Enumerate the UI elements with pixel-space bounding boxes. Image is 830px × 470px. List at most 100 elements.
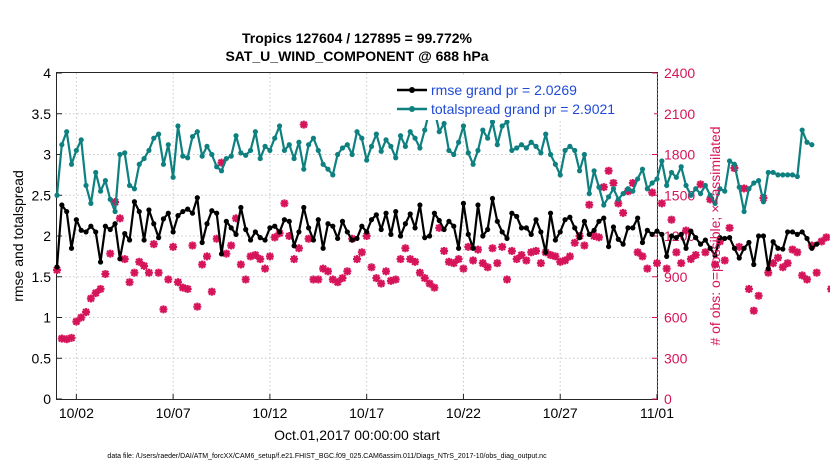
spread-point [296,139,302,145]
obs-marker [164,275,173,284]
obs-marker [304,234,313,243]
x-tick-label: 10/12 [252,405,287,421]
rmse-point [252,229,258,235]
spread-point [538,150,544,156]
spread-point [775,172,781,178]
y-tick-label-left: 4 [43,65,51,81]
spread-point [736,184,742,190]
legend-rmse-marker [409,87,415,93]
rmse-point [451,223,457,229]
obs-marker [96,284,105,293]
rmse-point [441,226,447,233]
obs-marker [507,246,516,255]
rmse-point [470,245,476,251]
rmse-point [480,233,486,239]
obs-marker [720,256,729,265]
spread-point [83,182,89,189]
spread-point [136,161,142,167]
obs-marker [633,248,642,257]
x-tick-label: 10/27 [543,405,578,421]
rmse-point [122,230,128,237]
rmse-point [625,225,631,231]
obs-marker [227,241,236,250]
spread-point [707,192,713,198]
y-tick-label-left: 3.5 [32,106,52,122]
spread-point [141,155,147,162]
rmse-point [664,253,670,259]
obs-marker [62,335,71,344]
rmse-point [272,223,278,229]
rmse-point [325,221,331,227]
spread-point [422,127,428,133]
spread-point [649,180,655,186]
rmse-point [257,235,263,241]
obs-marker [401,244,410,253]
obs-marker [106,249,115,258]
spread-point [567,143,573,149]
rmse-point [518,225,525,231]
obs-marker [565,252,574,261]
obs-marker [154,268,163,277]
obs-marker [391,275,400,284]
rmse-point [804,235,810,242]
spread-point [436,129,442,135]
legend-rmse-label: rmse grand pr = 2.0269 [431,82,577,98]
obs-marker [440,246,449,255]
spread-point [552,161,558,167]
spread-point [441,120,447,127]
obs-marker [173,278,182,287]
spread-point [228,153,234,159]
spread-point [339,145,346,151]
obs-marker [570,238,579,247]
rmse-point [475,202,481,208]
spread-point [586,191,592,197]
spread-point [151,135,157,141]
spread-point [126,182,133,189]
spread-point [702,182,708,189]
spread-point [368,143,375,149]
obs-marker [677,259,686,268]
obs-marker [169,242,178,251]
rmse-point [717,235,723,241]
spread-point [165,142,171,148]
rmse-point [131,199,138,205]
rmse-point [388,231,394,237]
rmse-point [799,229,805,235]
spread-point [523,145,529,151]
spread-point [547,151,554,158]
spread-point [170,174,176,180]
spread-point [799,127,805,133]
legend-spread-label: totalspread grand pr = 2.9021 [431,101,615,117]
rmse-point [64,208,70,215]
spread-point [794,173,800,180]
obs-marker [265,252,274,261]
obs-marker [396,255,405,264]
obs-marker [532,246,541,255]
spread-point [354,129,360,135]
rmse-point [543,249,549,255]
rmse-point [291,243,297,249]
spread-point [315,147,321,154]
rmse-point [112,221,118,227]
x-tick-label: 10/02 [59,405,94,421]
obs-marker [299,120,308,129]
x-tick-label: 10/07 [156,405,191,421]
spread-point [610,186,617,192]
legend-spread-marker [409,106,415,112]
spread-point [378,148,384,154]
obs-marker [594,233,603,242]
spread-point [785,172,791,178]
rmse-point [751,261,757,268]
spread-point [465,150,471,156]
obs-marker [338,274,347,283]
y-tick-label-right: 600 [664,310,688,326]
spread-point [54,192,60,198]
rmse-point [780,246,786,252]
spread-point [470,161,476,167]
spread-point [499,123,505,129]
y-axis-label-left: rmse and totalspread [10,170,26,302]
obs-marker [822,233,830,242]
rmse-point [523,225,529,231]
obs-marker [483,263,492,272]
obs-marker [377,279,386,288]
